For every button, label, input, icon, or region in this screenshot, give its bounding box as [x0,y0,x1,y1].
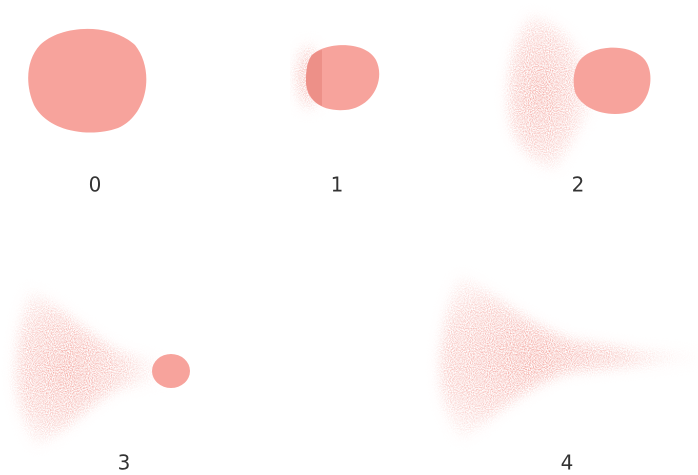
panel-label: 2 [572,173,585,197]
blob [28,28,147,133]
panel-label: 0 [89,173,102,197]
cloud [15,290,165,445]
blob-shadow [306,50,322,106]
blob [152,354,190,388]
cloud [508,15,600,170]
panel: 3 [15,290,190,475]
panel-label: 4 [561,451,574,475]
panel: 0 [28,28,147,197]
blob [305,45,380,111]
panel: 4 [439,275,698,475]
panel-label: 1 [331,173,344,197]
panel: 2 [508,15,651,197]
panel-label: 3 [118,451,131,475]
blob [573,47,651,114]
panel: 1 [296,43,380,197]
cloud [439,275,698,440]
